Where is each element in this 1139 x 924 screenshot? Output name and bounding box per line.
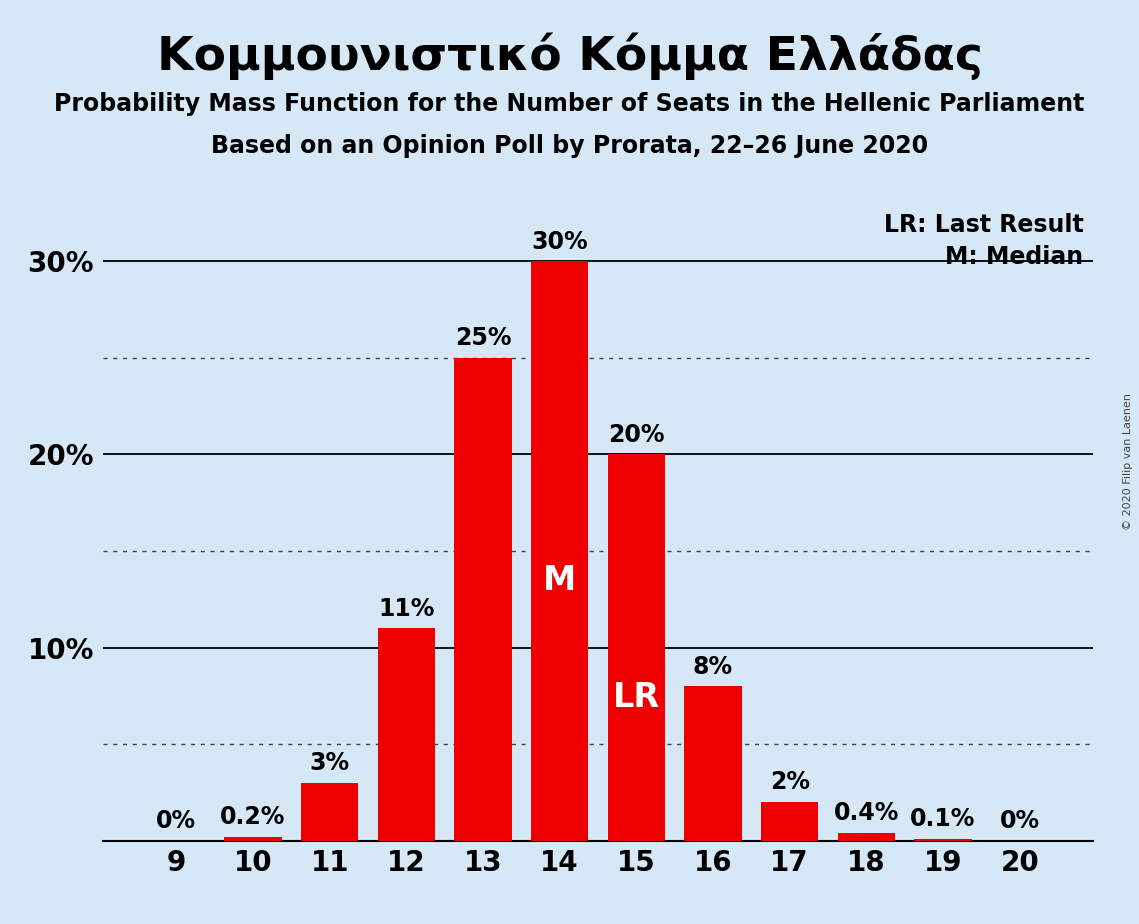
Bar	[837, 833, 895, 841]
Text: © 2020 Filip van Laenen: © 2020 Filip van Laenen	[1123, 394, 1133, 530]
Bar	[531, 261, 589, 841]
Bar	[454, 358, 511, 841]
Text: 25%: 25%	[454, 326, 511, 350]
Bar	[224, 837, 281, 841]
Text: LR: LR	[613, 681, 659, 714]
Text: 8%: 8%	[693, 654, 734, 678]
Bar	[761, 802, 819, 841]
Text: M: Median: M: Median	[945, 245, 1083, 269]
Bar	[915, 839, 972, 841]
Text: Κομμουνιστικό Κόμμα Ελλάδας: Κομμουνιστικό Κόμμα Ελλάδας	[156, 32, 983, 79]
Bar	[607, 455, 665, 841]
Text: Probability Mass Function for the Number of Seats in the Hellenic Parliament: Probability Mass Function for the Number…	[55, 92, 1084, 116]
Bar	[301, 783, 359, 841]
Text: 2%: 2%	[770, 771, 810, 795]
Bar	[685, 687, 741, 841]
Text: 0.1%: 0.1%	[910, 808, 976, 832]
Text: M: M	[543, 564, 576, 597]
Text: 3%: 3%	[310, 751, 350, 775]
Bar	[377, 628, 435, 841]
Text: 30%: 30%	[531, 229, 588, 253]
Text: 0.4%: 0.4%	[834, 801, 899, 825]
Text: 0.2%: 0.2%	[220, 805, 286, 829]
Text: 0%: 0%	[156, 809, 196, 833]
Text: LR: Last Result: LR: Last Result	[884, 213, 1083, 237]
Text: 11%: 11%	[378, 597, 434, 621]
Text: Based on an Opinion Poll by Prorata, 22–26 June 2020: Based on an Opinion Poll by Prorata, 22–…	[211, 134, 928, 158]
Text: 0%: 0%	[1000, 809, 1040, 833]
Text: 20%: 20%	[608, 422, 664, 446]
